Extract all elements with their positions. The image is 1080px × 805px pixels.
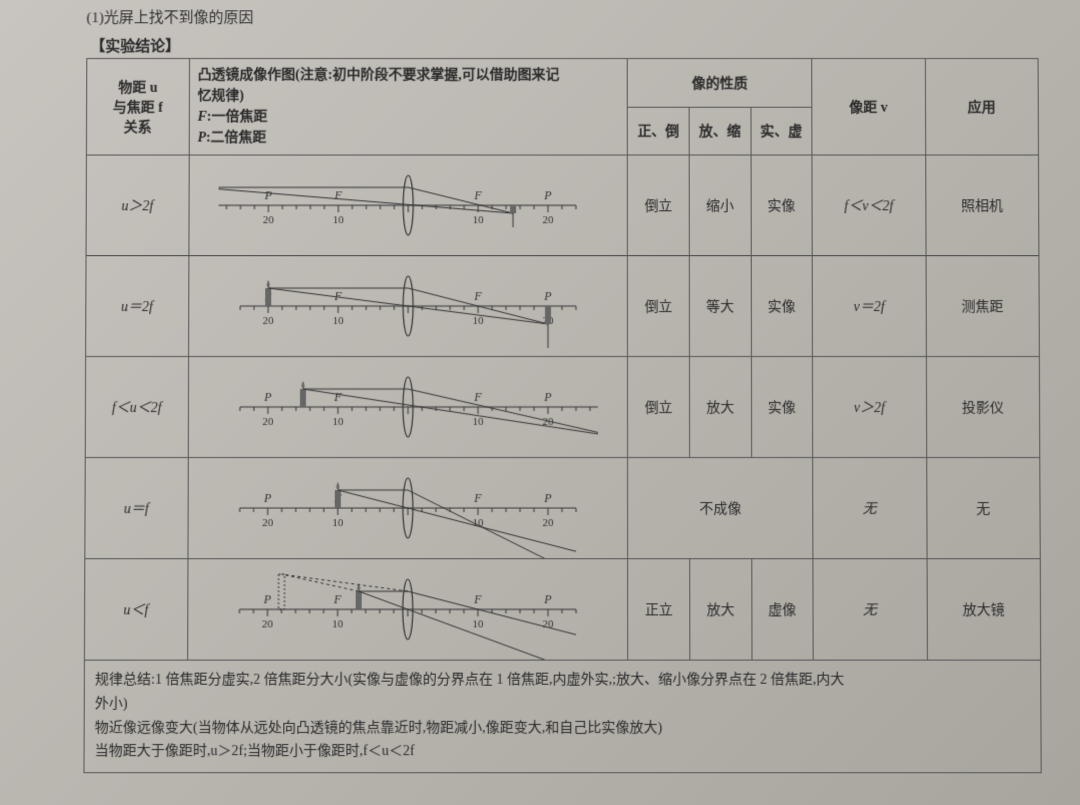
col-diagram-header: 凸透镜成像作图(注意:初中阶段不要求掌握,可以借助图来记 忆规律) F:一倍焦距… [189,59,628,156]
summary-rules: 规律总结:1 倍焦距分虚实,2 倍焦距分大小(实像与虚像的分界点在 1 倍焦距,… [84,660,1041,773]
table-row: u＝2f 20101020FFPP 倒立 等大 实像 v＝2f 测焦距 [86,256,1040,357]
svg-text:F: F [334,188,343,202]
svg-text:P: P [263,491,271,505]
diagram-cell: 20101020FFPP [188,458,628,559]
svg-text:20: 20 [542,517,554,529]
svg-text:F: F [473,491,482,505]
svg-text:F: F [473,188,482,202]
real-cell: 实像 [751,256,813,357]
sub-real: 实、虚 [750,107,812,155]
svg-text:20: 20 [542,214,553,226]
svg-text:20: 20 [262,416,274,428]
section-title: 【实验结论】 [90,35,1038,56]
svg-text:20: 20 [262,618,274,630]
v-cell: v＝2f [812,256,926,357]
ray-diagram: 20101020FFPP [218,256,598,356]
sub-orientation: 正、倒 [628,107,689,155]
ray-diagram: 2010102030FFPP [218,357,598,457]
page: (1)光屏上找不到像的原因 【实验结论】 物距 u 与焦距 f 关系 凸透镜成像… [0,1,1080,783]
app-cell: 投影仪 [926,357,1040,458]
diagram-cell: 2010102030FFPP [188,357,628,458]
no-image-cell: 不成像 [628,458,813,559]
svg-text:10: 10 [333,214,345,226]
lens-imaging-table: 物距 u 与焦距 f 关系 凸透镜成像作图(注意:初中阶段不要求掌握,可以借助图… [83,58,1041,773]
ray-diagram: 20101020FFPP [217,559,598,659]
app-cell: 照相机 [925,155,1039,256]
svg-text:20: 20 [263,315,275,327]
real-cell: 实像 [751,155,813,256]
header-row-1: 物距 u 与焦距 f 关系 凸透镜成像作图(注意:初中阶段不要求掌握,可以借助图… [87,59,1039,107]
table-row: u＝f 20101020FFPP 不成像 无 无 [85,458,1040,559]
col-app-header: 应用 [925,59,1039,156]
sub-size: 放、缩 [689,107,751,155]
svg-text:10: 10 [332,517,344,529]
svg-text:20: 20 [263,214,275,226]
svg-text:10: 10 [332,416,344,428]
svg-text:P: P [543,390,551,404]
real-cell: 虚像 [751,559,813,660]
size-cell: 等大 [689,256,751,357]
orientation-cell: 倒立 [628,256,690,357]
svg-text:P: P [543,592,551,606]
v-cell: f＜v＜2f [812,155,926,256]
svg-text:10: 10 [472,618,484,630]
v-cell: 无 [813,458,927,559]
u-cell: u＝2f [86,256,189,357]
app-cell: 放大镜 [927,559,1041,660]
footer-row: 规律总结:1 倍焦距分虚实,2 倍焦距分大小(实像与虚像的分界点在 1 倍焦距,… [84,660,1041,773]
svg-text:10: 10 [332,618,344,630]
table-row: u＞2f 3020101020FFPP 倒立 缩小 实像 f＜v＜2f 照相机 [86,155,1039,256]
question-line: (1)光屏上找不到像的原因 [86,6,1038,27]
svg-text:10: 10 [472,416,484,428]
diagram-cell: 3020101020FFPP [189,155,628,256]
u-cell: u＝f [85,458,188,559]
orientation-cell: 倒立 [628,155,690,256]
real-cell: 实像 [751,357,813,458]
size-cell: 放大 [690,559,752,660]
v-cell: v＞2f [812,357,926,458]
app-cell: 测焦距 [926,256,1040,357]
orientation-cell: 倒立 [628,357,690,458]
size-cell: 放大 [689,357,751,458]
svg-text:F: F [333,390,342,404]
app-cell: 无 [926,458,1040,559]
table-row: f＜u＜2f 2010102030FFPP 倒立 放大 实像 v＞2f 投影仪 [85,357,1040,458]
svg-text:P: P [263,592,271,606]
diagram-cell: 20101020FFPP [188,256,628,357]
orientation-cell: 正立 [628,559,690,660]
u-cell: u＞2f [86,155,189,256]
table-row: u＜f 20101020FFPP 正立 放大 虚像 无 放大镜 [84,559,1040,660]
ray-diagram: 20101020FFPP [218,458,599,558]
svg-text:10: 10 [333,315,345,327]
svg-text:P: P [543,188,551,202]
ray-diagram: 3020101020FFPP [218,156,598,256]
u-cell: f＜u＜2f [85,357,188,458]
svg-text:F: F [333,592,342,606]
col-u-header: 物距 u 与焦距 f 关系 [86,59,189,156]
svg-text:10: 10 [473,214,484,226]
svg-text:F: F [473,390,482,404]
properties-header: 像的性质 [628,59,812,107]
diagram-cell: 20101020FFPP [187,559,628,660]
v-cell: 无 [813,559,927,660]
svg-text:P: P [263,390,271,404]
svg-text:P: P [543,289,551,303]
u-cell: u＜f [84,559,187,660]
svg-text:P: P [264,188,272,202]
svg-text:F: F [333,289,342,303]
svg-text:P: P [543,491,551,505]
col-v-header: 像距 v [812,59,925,156]
svg-text:F: F [473,289,482,303]
svg-text:F: F [473,592,482,606]
svg-text:10: 10 [473,315,485,327]
svg-text:20: 20 [262,517,274,529]
size-cell: 缩小 [689,155,751,256]
